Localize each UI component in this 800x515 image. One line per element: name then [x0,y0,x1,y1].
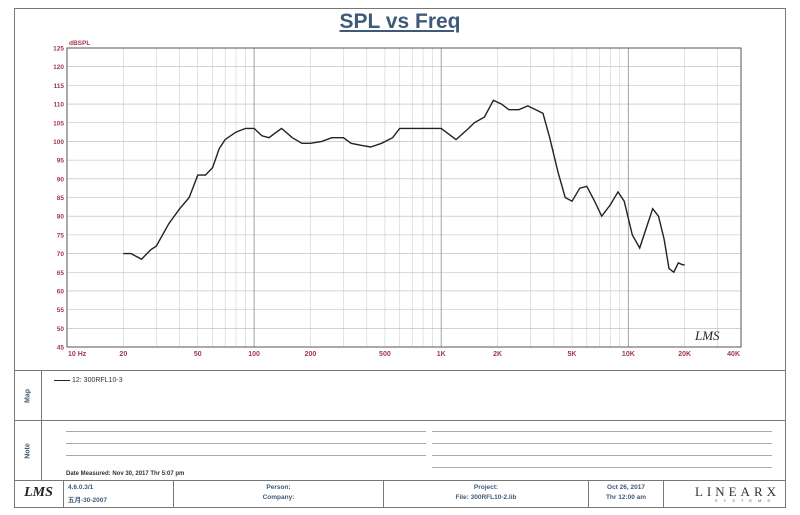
date-measured: Date Measured: Nov 30, 2017 Thr 5:07 pm [66,471,185,477]
footer-person-cell: Person: Company: [174,481,384,508]
x-tick-label: 500 [379,351,391,358]
y-tick-label: 50 [57,326,65,333]
footer-time: Thr 12:00 am [605,494,647,501]
y-axis-label: dBSPL [69,40,90,47]
lms-logo: LMS [24,485,53,500]
person-label: Person: [266,484,291,491]
version: 4.6.0.3/1 [68,484,94,491]
file-label: File: 300RFL10-2.lib [455,494,517,501]
note-line [432,455,772,456]
x-tick-label: 2K [493,351,502,358]
note-line [432,443,772,444]
x-tick-label: 10K [622,351,635,358]
y-tick-label: 60 [57,288,65,295]
chart-title: SPL vs Freq [339,10,461,33]
x-tick-label: 20K [678,351,691,358]
note-line [66,443,426,444]
y-tick-label: 95 [57,158,65,165]
y-tick-label: 120 [53,64,64,71]
version-date: 五月-30-2007 [68,497,108,504]
note-panel: Note Date Measured: Nov 30, 2017 Thr 5:0… [14,420,786,480]
map-side-label: Map [14,371,42,420]
y-tick-label: 110 [54,102,65,109]
y-tick-label: 75 [57,232,65,239]
y-tick-label: 100 [53,139,64,146]
x-tick-label: 5K [568,351,577,358]
x-tick-label: 50 [194,351,202,358]
x-tick-label: 10 Hz [68,351,87,358]
footer-logo-cell: LMS [14,481,64,508]
linearx-logo: LINEARX [694,484,780,499]
note-line [66,455,426,456]
note-line [432,431,772,432]
footer-date-cell: Oct 26, 2017 Thr 12:00 am [589,481,664,508]
y-tick-label: 90 [57,176,65,183]
note-line [66,431,426,432]
y-tick-label: 55 [57,307,65,314]
x-tick-label: 1K [437,351,446,358]
footer-version-cell: 4.6.0.3/1 五月-30-2007 [64,481,174,508]
footer-project-cell: Project: File: 300RFL10-2.lib [384,481,589,508]
y-tick-label: 80 [57,214,65,221]
x-tick-label: 40K [727,351,740,358]
y-tick-label: 85 [57,195,65,202]
y-tick-label: 65 [57,270,65,277]
x-tick-label: 20 [119,351,127,358]
x-tick-label: 200 [305,351,317,358]
company-label: Company: [262,494,295,501]
legend-entry: 12: 300RFL10-3 [54,377,123,384]
watermark-lms: LMS [694,328,720,343]
y-tick-label: 45 [57,345,65,352]
series-line [123,99,685,274]
y-tick-label: 115 [54,83,65,90]
y-tick-label: 125 [53,46,64,53]
footer: LMS 4.6.0.3/1 五月-30-2007 Person: Company… [14,480,786,508]
note-line [432,467,772,468]
linearx-sub: SYSTEMS [714,498,776,503]
legend-label: 12: 300RFL10-3 [72,377,123,384]
x-tick-label: 100 [248,351,260,358]
footer-date: Oct 26, 2017 [607,484,645,491]
y-tick-label: 70 [57,251,65,258]
map-panel: Map 12: 300RFL10-3 [14,370,786,420]
legend-swatch [54,379,70,381]
note-side-label: Note [14,421,42,480]
y-tick-label: 105 [53,120,64,127]
project-label: Project: [473,484,499,491]
